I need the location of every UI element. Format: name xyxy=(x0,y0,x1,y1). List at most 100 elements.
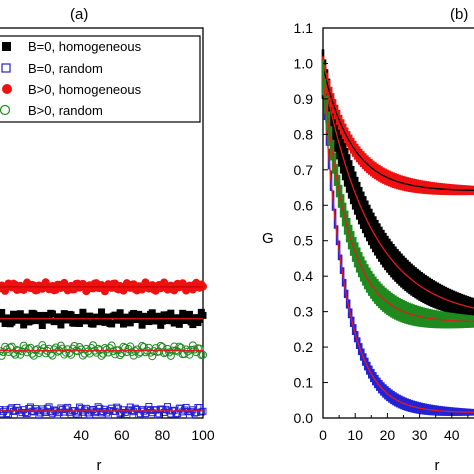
panel-a-point xyxy=(0,406,4,414)
panel-a-point xyxy=(20,321,28,329)
panel-a-point xyxy=(126,342,135,351)
panel-b-series-bpos0-random xyxy=(321,59,474,329)
panel-a-point xyxy=(157,321,165,329)
panel-a-point xyxy=(97,351,106,360)
panel-a-point xyxy=(197,408,205,416)
panel-a-point xyxy=(54,313,62,321)
panel-b-fit-curve xyxy=(322,81,474,413)
panel-b-y-tick-label: 0.4 xyxy=(294,268,314,284)
panel-a-point xyxy=(94,318,102,326)
panel-a-point xyxy=(89,320,97,328)
panel-a-point xyxy=(126,319,134,327)
panel-b-x-tick-label: 0 xyxy=(319,427,327,443)
panel-b-series-b-0-random xyxy=(321,70,474,416)
panel-b-x-tick-label: 10 xyxy=(347,427,363,443)
panel-a-series xyxy=(0,278,207,419)
panel-a-x-tick-label: 40 xyxy=(73,427,89,443)
panel-a-x-axis-title: r xyxy=(97,457,102,474)
panel-b-y-tick-label: 0.2 xyxy=(294,339,314,355)
panel-b-y-tick-label: 1.0 xyxy=(294,55,314,71)
panel-a-series-b-0-random xyxy=(0,402,207,419)
panel-a-point xyxy=(104,313,112,321)
panel-a-point xyxy=(108,320,116,328)
panel-a-point xyxy=(48,310,56,318)
panel-a-point xyxy=(135,310,143,318)
panel-a-x-tick-label: 80 xyxy=(155,427,171,443)
panel-b-y-tick-label: 0.5 xyxy=(294,233,314,249)
panel-a-point xyxy=(23,313,31,321)
panel-b-y-tick-label: 0.1 xyxy=(294,375,314,391)
panel-b-y-tick-label: 0.6 xyxy=(294,197,314,213)
panel-a-point xyxy=(130,309,138,317)
panel-a-point xyxy=(67,311,75,319)
legend-entry-b0-homogeneous: B=0, homogeneous xyxy=(28,39,142,54)
panel-a-point xyxy=(145,318,153,326)
panel-a-point xyxy=(107,341,116,350)
panel-b-series xyxy=(321,49,474,416)
panel-a-point xyxy=(101,318,109,326)
legend-marker-bpos-homogeneous xyxy=(2,84,12,94)
panel-a-point xyxy=(129,351,138,360)
legend-entry-b0-random: B=0, random xyxy=(28,61,103,76)
panel-a-point xyxy=(116,309,124,317)
panel-a-point xyxy=(54,411,62,419)
panel-a-point xyxy=(166,351,175,360)
panel-b-y-tick-label: 0.7 xyxy=(294,162,314,178)
panel-a-frame xyxy=(0,27,204,419)
panel-b-y-tick-label: 0.0 xyxy=(294,410,314,426)
panel-a-point xyxy=(60,310,68,318)
panel-b-y-tick-label: 0.3 xyxy=(294,304,314,320)
panel-b-y-ticks: 0.0 0.1 0.2 0.3 0.4 0.5 0.6 0.7 0.8 0.9 1.0 1.1 xyxy=(294,20,328,426)
panel-a-point xyxy=(148,309,156,317)
panel-a-point xyxy=(0,351,6,360)
panel-a-point xyxy=(21,344,30,353)
panel-a-point xyxy=(182,316,190,324)
panel-b-fit-curve xyxy=(322,73,474,309)
panel-a-point xyxy=(141,312,149,320)
panel-a-point xyxy=(199,311,207,319)
panel-a-point xyxy=(170,319,178,327)
panel-a-point xyxy=(86,312,94,320)
panel-a-point xyxy=(8,318,16,326)
legend-marker-bpos-random xyxy=(0,104,11,116)
panel-b-x-tick-label: 20 xyxy=(380,427,396,443)
panel-a-point xyxy=(148,352,157,361)
panel-a-point xyxy=(30,310,38,318)
panel-b-x-ticks: 0 10 20 30 40 xyxy=(319,413,469,443)
panel-a-series-bpos0-random xyxy=(0,341,207,361)
legend-entry-bpos-random: B>0, random xyxy=(28,103,103,118)
panel-a-point xyxy=(1,319,9,327)
panel-b-fit-curve xyxy=(322,66,474,192)
panel-a-point xyxy=(48,351,57,360)
panel-a-point xyxy=(26,317,34,325)
panel-a-point xyxy=(38,322,46,330)
panel-a: (a) 40 60 80 100 r B=0, homogeneous B=0, ra… xyxy=(0,6,215,474)
panel-a-point xyxy=(42,311,50,319)
panel-b-fit-curve xyxy=(322,77,474,323)
panel-a-point xyxy=(64,316,72,324)
panel-b-x-tick-label: 30 xyxy=(412,427,428,443)
panel-a-point xyxy=(104,411,112,419)
panel-a-point xyxy=(79,308,87,316)
panel-a-point xyxy=(113,403,121,411)
panel-a-point xyxy=(119,320,127,328)
panel-a-point xyxy=(163,344,172,353)
panel-a-point xyxy=(156,341,165,350)
panel-a-series-bpos0-homogeneous xyxy=(0,278,207,296)
panel-a-point xyxy=(45,316,53,324)
panel-a-point xyxy=(16,310,24,318)
panel-a-x-tick-label: 100 xyxy=(191,427,215,443)
panel-a-point xyxy=(82,317,90,325)
panel-a-point xyxy=(121,343,130,352)
panel-a-series-b-0-homogeneous xyxy=(0,308,207,330)
panel-b-x-tick-label: 40 xyxy=(444,427,460,443)
panel-a-point xyxy=(4,314,12,322)
panel-a-point xyxy=(35,311,43,319)
panel-b-series-bpos0-homogeneous xyxy=(321,56,474,196)
panel-a-point xyxy=(76,319,84,327)
legend-marker-b0-random xyxy=(1,63,11,73)
panel-a-point xyxy=(185,310,193,318)
legend-entry-bpos-homogeneous: B>0, homogeneous xyxy=(28,82,142,97)
panel-b-y-tick-label: 0.8 xyxy=(294,126,314,142)
panel-a-legend: B=0, homogeneous B=0, random B>0, homoge… xyxy=(0,35,201,123)
